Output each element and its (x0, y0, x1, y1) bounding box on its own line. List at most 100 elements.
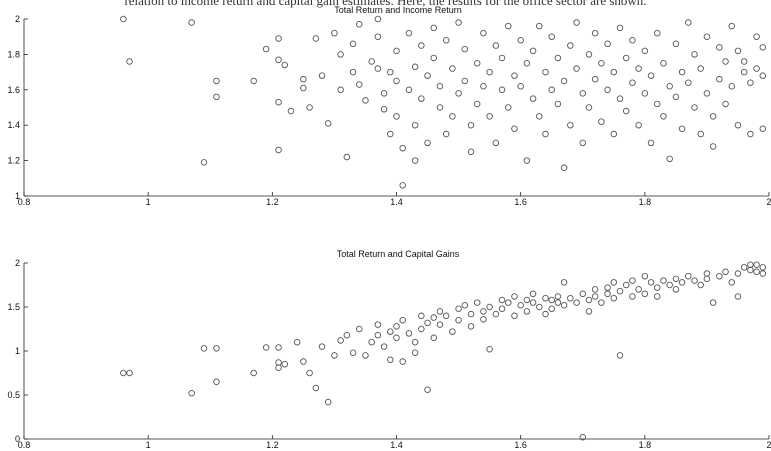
scatter-point (585, 51, 593, 58)
scatter-point (449, 113, 456, 120)
scatter-point (703, 270, 711, 277)
scatter-point (356, 325, 363, 333)
scatter-point (672, 286, 680, 293)
y-tick-label: 1.2 (7, 156, 20, 166)
scatter-point (467, 121, 475, 129)
scatter-point (262, 344, 270, 351)
scatter-point (300, 75, 307, 83)
scatter-point (374, 33, 382, 40)
scatter-point (678, 279, 686, 286)
scatter-point (616, 24, 624, 32)
scatter-point (616, 287, 624, 295)
scatter-point (629, 36, 636, 44)
scatter-point (517, 36, 524, 44)
scatter-point (573, 65, 580, 72)
scatter-point (461, 301, 469, 309)
scatter-point (523, 296, 531, 304)
scatter-point (337, 86, 344, 94)
scatter-point (610, 130, 618, 138)
scatter-point (362, 352, 369, 359)
scatter-point (703, 275, 711, 283)
scatter-point (250, 369, 257, 377)
x-tick-label: 0.8 (18, 440, 31, 450)
scatter-point (697, 130, 704, 138)
scatter-point (300, 358, 307, 365)
y-tick-label: 1.5 (7, 302, 20, 312)
scatter-point (387, 328, 394, 335)
scatter-point (753, 65, 760, 72)
scatter-point (529, 299, 537, 306)
scatter-point (318, 343, 326, 350)
scatter-point (585, 296, 593, 304)
scatter-point (722, 100, 729, 108)
scatter-point (734, 270, 742, 277)
y-tick-label: 1 (15, 191, 20, 201)
scatter-point (610, 294, 618, 302)
scatter-point (405, 86, 413, 94)
scatter-point (629, 79, 636, 86)
scatter-point (728, 279, 736, 286)
scatter-point (691, 104, 698, 111)
scatter-point (442, 312, 450, 320)
data-points (120, 15, 767, 189)
x-tick-label: 1 (146, 197, 151, 207)
scatter-point (703, 90, 711, 97)
scatter-point (480, 308, 487, 315)
scatter-point (579, 433, 587, 441)
scatter-point (436, 308, 444, 315)
scatter-point (213, 378, 220, 386)
y-tick-label: 1.6 (7, 85, 20, 95)
scatter-point (324, 120, 332, 127)
scatter-point (399, 316, 406, 324)
scatter-point (697, 281, 704, 289)
scatter-point (654, 293, 661, 300)
scatter-point (641, 90, 649, 97)
scatter-point (641, 47, 649, 55)
scatter-point (604, 290, 611, 298)
scatter-point (635, 121, 642, 129)
scatter-point (747, 266, 754, 274)
scatter-point (275, 359, 282, 366)
scatter-point (622, 107, 630, 115)
scatter-point (368, 338, 375, 346)
scatter-point (430, 314, 438, 321)
scatter-point (362, 97, 369, 104)
scatter-point (641, 290, 649, 298)
x-tick-label: 1.8 (639, 440, 652, 450)
scatter-point (517, 83, 524, 90)
scatter-point (759, 125, 767, 132)
scatter-point (622, 281, 630, 289)
scatter-point (678, 125, 686, 132)
scatter-point (306, 369, 313, 377)
scatter-point (455, 316, 462, 324)
scatter-point (622, 54, 630, 62)
x-tick-label: 1 (146, 440, 151, 450)
x-tick-label: 1.8 (639, 197, 652, 207)
scatter-point (728, 83, 736, 90)
scatter-point (548, 33, 555, 40)
scatter-point (567, 294, 574, 302)
scatter-point (536, 113, 543, 120)
scatter-point (641, 272, 649, 280)
scatter-point (418, 325, 425, 333)
scatter-point (262, 45, 270, 53)
scatter-point (480, 83, 487, 90)
scatter-point (281, 61, 289, 69)
scatter-point (691, 51, 698, 58)
scatter-point (672, 40, 680, 48)
scatter-point (492, 139, 500, 147)
scatter-point (610, 279, 618, 286)
scatter-point (498, 296, 506, 304)
scatter-point (672, 275, 680, 283)
scatter-point (126, 369, 133, 377)
scatter-point (511, 72, 518, 79)
scatter-point (411, 338, 419, 346)
scatter-point (716, 272, 723, 280)
scatter-point (424, 319, 431, 327)
scatter-point (312, 35, 320, 42)
scatter-point (654, 100, 661, 108)
scatter-point (523, 308, 531, 315)
scatter-point (436, 321, 444, 328)
scatter-point (554, 100, 562, 108)
scatter-point (666, 281, 673, 289)
